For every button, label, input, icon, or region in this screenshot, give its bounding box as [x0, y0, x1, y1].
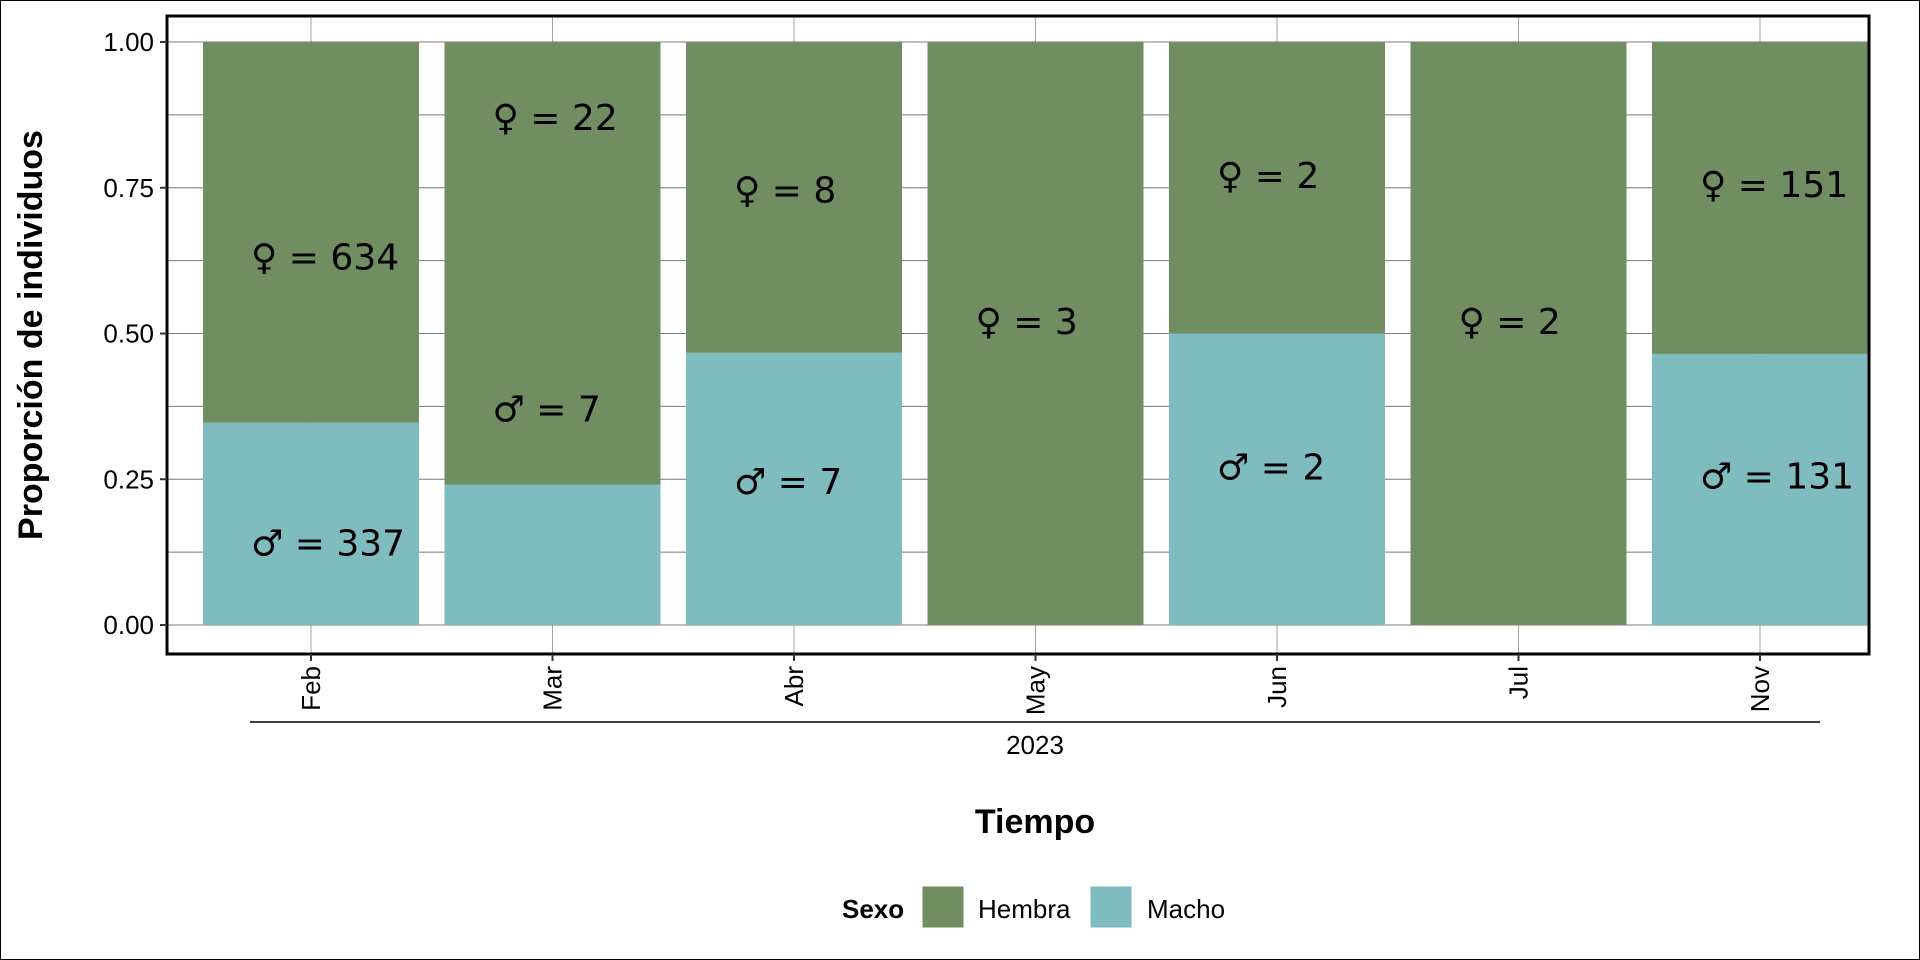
bar-mar-macho [444, 484, 661, 625]
y-tick-label: 0.50 [103, 319, 154, 349]
bar-may-hembra [927, 42, 1144, 625]
x-axis: Feb Mar Abr May Jun Jul Nov [296, 654, 1775, 715]
bar-annotation: ♂ = 131 [1700, 456, 1854, 497]
x-group-label: 2023 [1006, 730, 1064, 760]
y-tick-label: 1.00 [103, 27, 154, 57]
bar-mar-hembra [444, 42, 661, 485]
plot-panel-border [165, 14, 1871, 656]
x-tick-label-jun: Jun [1262, 666, 1292, 708]
x-tick-label-abr: Abr [779, 666, 809, 707]
bar-annotation: ♀ = 151 [1700, 165, 1848, 206]
x-tick-label-nov: Nov [1745, 666, 1775, 712]
bar-nov-hembra [1652, 42, 1868, 354]
bar-jun-macho [1169, 333, 1385, 625]
y-tick-label: 0.25 [103, 464, 154, 494]
bar-jul-hembra [1410, 42, 1627, 625]
bar-feb-hembra [203, 42, 419, 423]
legend-label-hembra: Hembra [978, 894, 1071, 924]
bar-annotation: ♀ = 2 [1217, 156, 1319, 197]
y-tick-label: 0.00 [103, 610, 154, 640]
bar-annotations: ♀ = 634 ♂ = 337 ♀ = 22 ♂ = 7 ♀ = 8 ♂ = 7 ♀ = 3… [251, 98, 1854, 565]
x-tick-label-may: May [1021, 666, 1051, 715]
bar-annotation: ♂ = 7 [734, 462, 842, 503]
bar-annotation: ♀ = 3 [976, 302, 1078, 343]
legend-key-hembra [921, 885, 965, 929]
legend-title: Sexo [842, 894, 904, 924]
bar-annotation: ♂ = 2 [1217, 448, 1325, 489]
x-tick-label-jul: Jul [1504, 666, 1534, 699]
y-axis: 0.00 0.25 0.50 0.75 1.00 [103, 27, 167, 640]
legend-key-macho [1089, 885, 1133, 929]
bar-jun-hembra [1169, 42, 1385, 334]
legend: Sexo Hembra Macho [842, 885, 1225, 929]
bar-nov-macho [1652, 353, 1868, 625]
bars [203, 42, 1868, 625]
y-tick-label: 0.75 [103, 173, 154, 203]
bar-abr-hembra [686, 42, 902, 353]
bar-annotation: ♀ = 22 [493, 98, 618, 139]
y-axis-title: Proporción de individuos [12, 130, 50, 540]
x-tick-label-feb: Feb [296, 666, 326, 711]
legend-label-macho: Macho [1147, 894, 1225, 924]
x-axis-title: Tiempo [975, 803, 1095, 841]
bar-annotation: ♀ = 2 [1459, 302, 1561, 343]
bar-annotation: ♀ = 634 [251, 238, 399, 279]
bar-annotation: ♂ = 7 [493, 389, 601, 430]
x-tick-label-mar: Mar [538, 666, 568, 711]
bar-abr-macho [686, 352, 902, 625]
bar-annotation: ♂ = 337 [251, 523, 405, 564]
bar-annotation: ♀ = 8 [734, 171, 836, 212]
bar-feb-macho [203, 422, 419, 625]
